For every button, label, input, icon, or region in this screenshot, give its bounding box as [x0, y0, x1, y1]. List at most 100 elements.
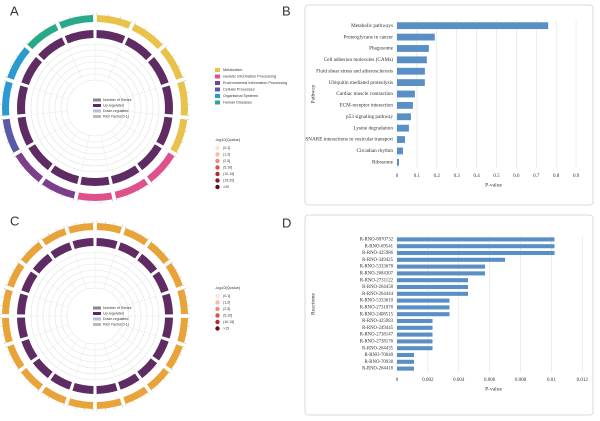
- bar: [397, 113, 411, 121]
- bar: [397, 332, 433, 337]
- legend-label: Genetic Information Processing: [223, 75, 276, 79]
- scale-tick: [147, 237, 150, 240]
- scale-tick: [61, 195, 63, 198]
- sector: [165, 262, 183, 288]
- panel-frame: [304, 4, 594, 206]
- gene-ring: [72, 238, 94, 249]
- radial-grid: [31, 110, 68, 115]
- panel-label: B: [282, 3, 291, 18]
- x-tick-label: 0: [396, 378, 399, 383]
- gene-ring: [64, 30, 94, 44]
- scale-tick: [20, 165, 23, 168]
- bar: [397, 339, 433, 344]
- y-tick-label: Metabolic pathways: [351, 23, 393, 29]
- scale-tick: [179, 354, 182, 356]
- sector: [68, 223, 94, 234]
- legend-label: Up-regulated: [103, 311, 124, 315]
- bar: [397, 325, 433, 330]
- y-tick-label: Circadian rhythm: [357, 148, 393, 154]
- gene-ring: [17, 293, 28, 315]
- scale-tick: [3, 342, 7, 344]
- y-tick-label: R-RNO-5333678: [360, 265, 394, 270]
- y-tick-label: p53 signaling pathway: [346, 114, 393, 120]
- y-tick-label: Phagosome: [369, 46, 394, 52]
- radial-grid: [111, 338, 133, 368]
- bar: [397, 79, 425, 87]
- scale-tick: [163, 378, 166, 381]
- bar: [397, 264, 486, 269]
- scale-tick: [37, 240, 39, 243]
- gene-ring: [152, 271, 169, 293]
- radial-grid: [74, 255, 87, 290]
- gene-ring: [32, 253, 53, 274]
- scale-tick: [157, 245, 160, 248]
- scale-tick: [172, 55, 175, 57]
- sector: [177, 81, 188, 116]
- radial-grid: [57, 338, 79, 368]
- sector: [147, 368, 170, 391]
- y-tick-label: Fluid shear stress and atherosclerosis: [316, 68, 393, 74]
- bar: [397, 158, 399, 166]
- legend-swatch: [215, 319, 220, 325]
- sector: [7, 262, 25, 288]
- x-tick-label: 0.012: [577, 378, 589, 383]
- y-tick-label: R-RNO-8870732: [360, 237, 394, 242]
- y-tick-label: Ubiquitin mediated proteolysis: [329, 80, 393, 86]
- y-tick-label: Proteoglycans in cancer: [343, 34, 393, 40]
- scale-tick: [133, 400, 135, 403]
- scale-tick: [55, 400, 57, 403]
- radial-grid: [47, 64, 75, 90]
- scale-tick: [125, 403, 127, 406]
- scale-tick: [167, 165, 170, 168]
- gene-ring: [17, 317, 28, 339]
- y-tick-label: Lysine degradation: [353, 125, 393, 131]
- sector: [2, 81, 13, 116]
- sector: [114, 178, 149, 199]
- scale-tick: [40, 392, 43, 395]
- sector: [7, 344, 25, 370]
- x-tick-label: 0.006: [484, 378, 496, 383]
- scale-tick: [182, 284, 185, 286]
- legend-swatch: [215, 293, 220, 299]
- x-tick-label: 0.004: [453, 378, 465, 383]
- gene-ring: [16, 85, 28, 115]
- sector: [123, 386, 149, 404]
- y-axis-label: Reactome: [310, 292, 316, 315]
- legend-swatch: [215, 68, 220, 72]
- scale-tick: [133, 229, 135, 232]
- sector: [20, 368, 43, 391]
- x-tick-label: 0.6: [513, 174, 520, 179]
- legend-swatch: [215, 184, 220, 190]
- radial-grid: [121, 87, 156, 100]
- legend-swatch: [215, 300, 220, 305]
- radial-grid: [115, 64, 143, 90]
- scale-tick: [121, 224, 123, 228]
- legend-label: Down-regulated: [103, 317, 128, 321]
- scale-tick: [181, 142, 184, 144]
- legend-label: Cellular Processes: [223, 88, 255, 92]
- legend-label: Number of Genes: [103, 98, 132, 102]
- gene-ring: [156, 116, 173, 146]
- legend-swatch: [93, 323, 101, 326]
- sector: [20, 241, 43, 264]
- bar: [397, 147, 403, 155]
- legend-swatch: [215, 313, 220, 318]
- scale-tick: [174, 156, 177, 158]
- scale-tick: [43, 27, 46, 30]
- scale-tick: [175, 361, 178, 364]
- scale-tick: [63, 403, 65, 406]
- sector: [58, 15, 94, 29]
- legend-label: (10,15]: [223, 320, 234, 324]
- scale-tick: [28, 174, 31, 177]
- radial-grid: [34, 295, 69, 308]
- scale-tick: [16, 261, 19, 264]
- x-tick-label: 0.8: [553, 174, 560, 179]
- scale-tick: [151, 240, 153, 243]
- legend-label: >20: [223, 185, 229, 189]
- scale-tick: [163, 251, 166, 254]
- y-tick-label: R-RNO-70938: [364, 360, 393, 365]
- y-tick-label: R-RNO-2738147: [360, 333, 394, 338]
- x-tick-label: 0.002: [422, 378, 434, 383]
- legend-label: (5,10]: [223, 165, 232, 169]
